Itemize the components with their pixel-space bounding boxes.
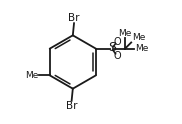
Text: Br: Br: [66, 101, 77, 111]
Text: Me: Me: [132, 33, 145, 42]
Text: S: S: [108, 41, 116, 54]
Text: O: O: [114, 51, 121, 61]
Text: Me: Me: [118, 29, 132, 38]
Text: Me: Me: [25, 71, 38, 80]
Text: O: O: [114, 37, 121, 47]
Text: Me: Me: [135, 44, 148, 53]
Text: Br: Br: [68, 13, 80, 23]
